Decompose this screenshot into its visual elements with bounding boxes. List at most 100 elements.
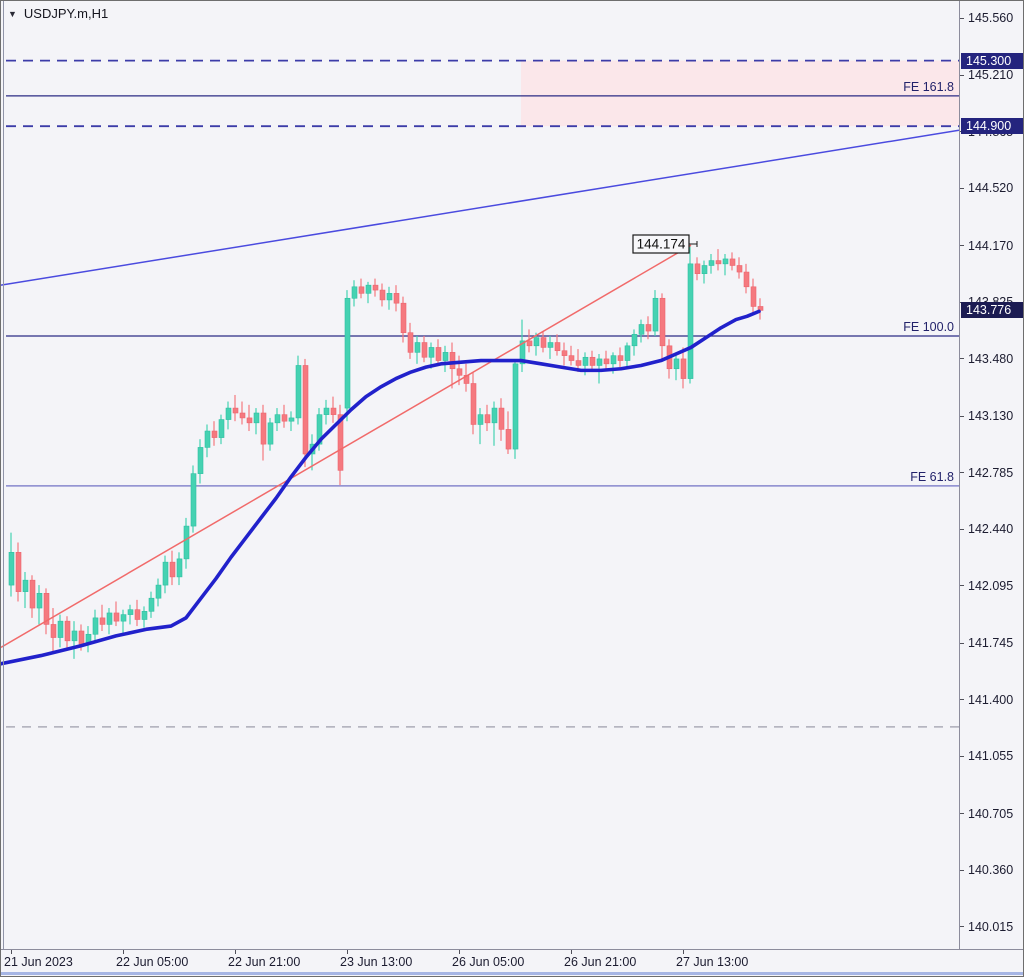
- candle: [267, 417, 274, 451]
- candle-body: [498, 407, 505, 430]
- price-axis-tick: [960, 245, 964, 247]
- price-axis-tick: [960, 301, 964, 303]
- candle-body: [232, 407, 239, 414]
- time-axis-tick: [347, 950, 348, 954]
- price-axis-tick: [960, 358, 964, 360]
- candle: [365, 281, 372, 304]
- candle: [407, 322, 414, 359]
- candle: [442, 345, 449, 373]
- candle: [645, 316, 652, 340]
- candle-body: [652, 297, 659, 332]
- candle-body: [323, 407, 330, 415]
- red-trendline[interactable]: [1, 244, 692, 649]
- price-axis-tick: [960, 642, 964, 644]
- candle-body: [519, 340, 526, 365]
- time-axis[interactable]: 21 Jun 2023 22 Jun 05:00 22 Jun 21:00 23 Ju…: [1, 949, 1023, 974]
- price-axis-label: 145.210: [968, 68, 1014, 83]
- candle-body: [246, 417, 253, 424]
- candle-body: [71, 630, 78, 642]
- candle-body: [694, 263, 701, 274]
- candle: [211, 421, 218, 446]
- candle: [470, 372, 477, 435]
- candle-body: [281, 414, 288, 422]
- candle-body: [288, 417, 295, 422]
- candle: [57, 614, 64, 648]
- resistance-zone[interactable]: [521, 60, 959, 127]
- candle: [603, 350, 610, 371]
- candle-body: [8, 552, 15, 586]
- candle: [15, 542, 22, 602]
- candle: [568, 345, 575, 366]
- candle: [344, 290, 351, 422]
- candle: [113, 601, 120, 627]
- candle: [743, 263, 750, 294]
- price-axis-tick: [960, 187, 964, 189]
- candle: [260, 404, 267, 461]
- candle: [127, 604, 134, 625]
- candle-body: [540, 337, 547, 348]
- candle-body: [659, 297, 666, 347]
- candle-body: [414, 342, 421, 353]
- blue-trendline[interactable]: [1, 129, 960, 286]
- candle: [449, 342, 456, 389]
- window-bottom-border: [1, 972, 1023, 975]
- candle-body: [337, 414, 344, 471]
- candle: [484, 404, 491, 432]
- chart-dropdown-icon[interactable]: ▼: [8, 8, 17, 19]
- price-axis-label: 144.170: [968, 238, 1014, 253]
- price-axis[interactable]: 145.560145.210144.865144.520144.170143.8…: [959, 1, 1023, 949]
- candle-body: [358, 286, 365, 294]
- candle-body: [470, 383, 477, 425]
- candle-body: [673, 358, 680, 370]
- candle: [652, 290, 659, 336]
- price-chart-canvas[interactable]: FE 161.8 FE 100.0 FE 61.8 144.174: [1, 1, 960, 949]
- candle-body: [120, 614, 127, 622]
- candle: [519, 319, 526, 373]
- annotation-text: 144.174: [637, 237, 686, 252]
- time-axis-label: 21 Jun 2023: [4, 955, 73, 969]
- candle-body: [155, 584, 162, 599]
- candle-body: [204, 430, 211, 448]
- price-axis-label: 145.560: [968, 11, 1014, 25]
- candle-body: [393, 293, 400, 304]
- candle: [204, 424, 211, 458]
- candle-body: [386, 293, 393, 301]
- candle-body: [148, 597, 155, 612]
- candle: [589, 350, 596, 371]
- candle-body: [127, 609, 134, 615]
- candle-body: [43, 592, 50, 625]
- candle-body: [680, 358, 687, 379]
- price-axis-label: 142.095: [968, 578, 1014, 593]
- candle-body: [50, 624, 57, 638]
- time-axis-label: 23 Jun 13:00: [340, 955, 413, 969]
- price-annotation[interactable]: 144.174: [632, 234, 698, 254]
- candle-body: [589, 356, 596, 366]
- candle: [435, 339, 442, 366]
- candle: [351, 280, 358, 307]
- candle: [183, 517, 190, 569]
- candle-body: [603, 358, 610, 365]
- candle-body: [113, 612, 120, 622]
- candle-body: [274, 414, 281, 424]
- candle-body: [435, 347, 442, 361]
- candle: [232, 394, 239, 422]
- candle: [50, 608, 57, 654]
- candle: [246, 404, 253, 432]
- candle-body: [29, 579, 36, 609]
- candle-body: [442, 352, 449, 361]
- price-axis-label: 144.520: [968, 181, 1014, 196]
- level-price-box: 145.300: [961, 52, 1023, 69]
- candle-body: [491, 407, 498, 424]
- candle: [680, 347, 687, 389]
- candle-body: [421, 342, 428, 358]
- candle: [169, 550, 176, 586]
- price-axis-tick: [960, 17, 964, 19]
- candle-body: [617, 355, 624, 361]
- chart-plot-area[interactable]: FE 161.8 FE 100.0 FE 61.8 144.174: [1, 1, 960, 949]
- moving-average-line[interactable]: [1, 309, 761, 666]
- candle-body: [596, 358, 603, 366]
- candle-body: [379, 289, 386, 301]
- price-axis-label: 140.705: [968, 806, 1014, 821]
- candle-body: [141, 611, 148, 620]
- price-axis-tick: [960, 585, 964, 587]
